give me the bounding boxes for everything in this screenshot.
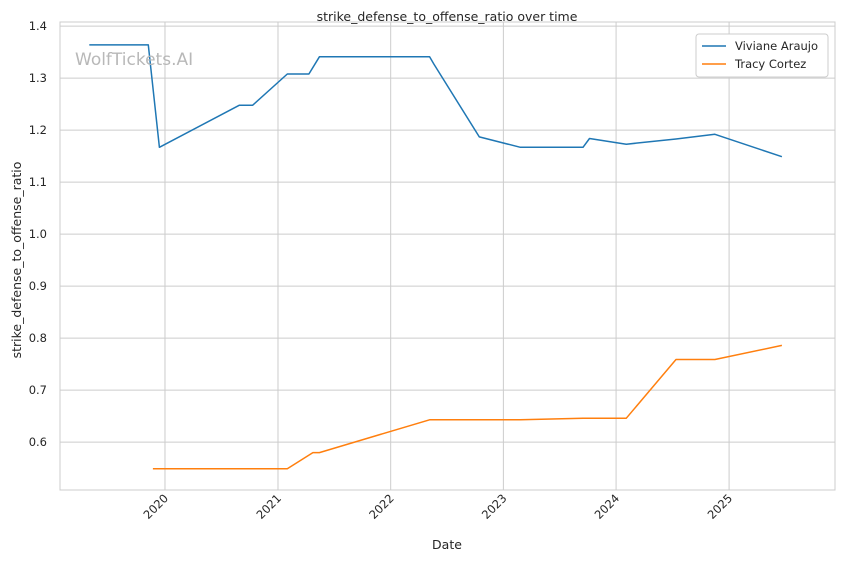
x-tick-label: 2025 <box>705 491 736 522</box>
legend-label-tracy-cortez: Tracy Cortez <box>734 57 806 71</box>
legend: Viviane Araujo Tracy Cortez <box>695 33 829 78</box>
chart-title: strike_defense_to_offense_ratio over tim… <box>317 9 578 24</box>
plot-background <box>60 22 835 490</box>
legend-box <box>695 33 829 78</box>
y-tick-label: 1.3 <box>29 71 47 85</box>
y-tick-label: 0.7 <box>29 383 47 397</box>
x-tick-label: 2024 <box>592 491 623 522</box>
plot-frame <box>59 21 836 491</box>
y-tick-label: 0.9 <box>29 279 47 293</box>
y-tick-label: 1.2 <box>29 123 47 137</box>
x-tick-labels: 2020 2021 2022 2023 2024 2025 <box>140 491 735 522</box>
legend-label-viviane-araujo: Viviane Araujo <box>735 39 818 53</box>
y-tick-label: 0.6 <box>29 435 47 449</box>
y-tick-labels: 0.6 0.7 0.8 0.9 1.0 1.1 1.2 1.3 1.4 <box>29 19 47 449</box>
y-tick-label: 1.4 <box>29 19 47 33</box>
watermark: WolfTickets.AI <box>75 50 193 70</box>
x-tick-label: 2022 <box>366 491 397 522</box>
x-tick-label: 2021 <box>254 491 285 522</box>
series-line-0 <box>89 44 783 158</box>
y-tick-label: 1.1 <box>29 175 47 189</box>
y-tick-label: 1.0 <box>29 227 47 241</box>
y-tick-label: 0.8 <box>29 331 47 345</box>
series-layer <box>89 44 783 470</box>
series-line-1 <box>152 344 783 470</box>
x-tick-label: 2023 <box>479 491 510 522</box>
grid <box>60 22 835 490</box>
x-axis-label: Date <box>432 537 462 552</box>
y-axis-label: strike_defense_to_offense_ratio <box>9 162 24 359</box>
x-tick-label: 2020 <box>140 491 171 522</box>
